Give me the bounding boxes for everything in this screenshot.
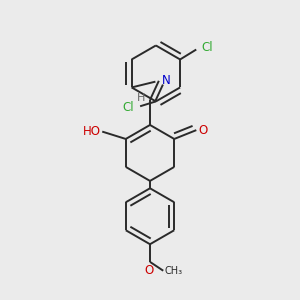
Text: Cl: Cl: [202, 41, 213, 54]
Text: O: O: [199, 124, 208, 136]
Text: CH₃: CH₃: [165, 266, 183, 276]
Text: O: O: [144, 264, 153, 277]
Text: Cl: Cl: [123, 101, 134, 114]
Text: HO: HO: [82, 125, 100, 138]
Text: H: H: [137, 93, 145, 103]
Text: N: N: [162, 74, 170, 87]
